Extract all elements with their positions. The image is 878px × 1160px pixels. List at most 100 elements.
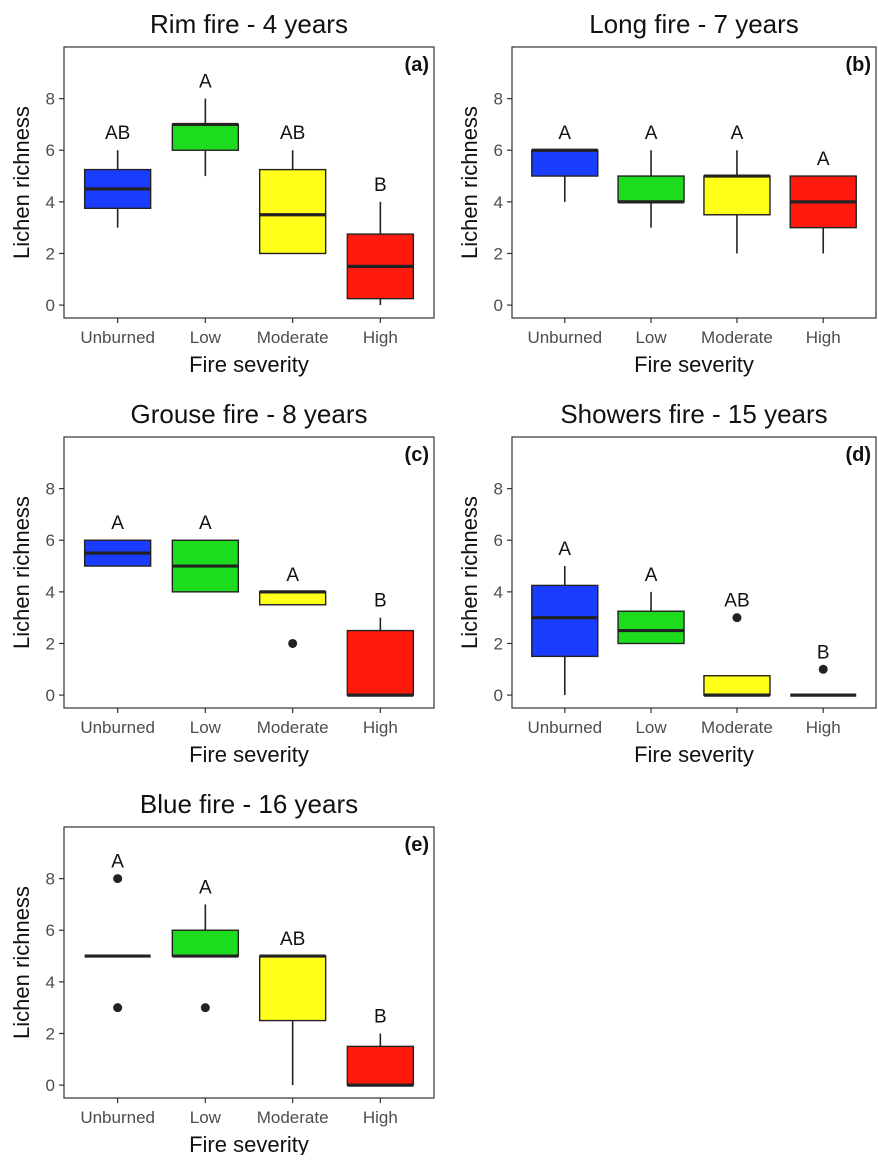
y-tick-label: 8	[46, 90, 55, 109]
box-body	[531, 584, 599, 658]
x-tick-label: High	[363, 718, 398, 737]
y-axis-label: Lichen richness	[457, 496, 482, 649]
chart-title: Long fire - 7 years	[589, 9, 799, 39]
y-tick-label: 0	[46, 686, 55, 705]
y-tick-label: 0	[46, 1076, 55, 1095]
box-body	[258, 168, 327, 255]
box-high: B	[790, 642, 857, 697]
x-axis-label: Fire severity	[634, 352, 754, 377]
x-tick-label: High	[363, 1108, 398, 1127]
chart-panel-1: Rim fire - 4 years (a) 0 2 4 6 8 Lichen richnes…	[9, 9, 435, 377]
panel-label: (a)	[405, 54, 429, 76]
outlier-point	[288, 638, 298, 648]
significance-letter: A	[199, 513, 212, 534]
significance-letter: AB	[280, 929, 305, 950]
outlier-point	[113, 1003, 123, 1013]
box-body	[171, 123, 240, 151]
y-tick-label: 4	[46, 193, 55, 212]
box-moderate: AB	[258, 929, 327, 1086]
significance-letter: A	[817, 149, 830, 170]
x-axis-label: Fire severity	[189, 742, 309, 767]
outlier-point	[113, 874, 123, 884]
x-tick-label: Moderate	[257, 718, 329, 737]
y-tick-label: 2	[46, 634, 55, 653]
x-tick-label: Low	[190, 1108, 222, 1127]
box-low: A	[171, 513, 240, 593]
box-moderate: AB	[703, 591, 771, 697]
x-tick-label: Moderate	[257, 328, 329, 347]
y-tick-label: 0	[494, 296, 503, 315]
x-tick-label: Low	[190, 718, 222, 737]
box-high: B	[346, 175, 415, 306]
significance-letter: B	[374, 591, 387, 612]
box-low: A	[171, 72, 240, 177]
panel-border	[511, 436, 877, 709]
y-tick-label: 4	[46, 973, 55, 992]
significance-letter: A	[645, 123, 658, 144]
x-tick-label: Moderate	[257, 1108, 329, 1127]
y-tick-label: 8	[46, 870, 55, 889]
y-axis-label: Lichen richness	[457, 106, 482, 259]
significance-letter: A	[731, 123, 744, 144]
x-tick-label: Low	[635, 718, 667, 737]
significance-letter: AB	[280, 123, 305, 144]
box-unburned: A	[531, 539, 599, 696]
y-tick-label: 8	[494, 90, 503, 109]
y-tick-label: 6	[46, 141, 55, 160]
significance-letter: B	[374, 175, 387, 196]
box-body	[346, 629, 415, 696]
chart-panel-4: Showers fire - 15 years (d) 0 2 4 6 8 Lichen ri…	[457, 399, 877, 767]
x-tick-label: Low	[190, 328, 222, 347]
y-axis-label: Lichen richness	[9, 886, 34, 1039]
x-tick-label: Moderate	[701, 718, 773, 737]
panel-label: (e)	[405, 834, 429, 856]
box-low: A	[617, 123, 685, 228]
box-body	[346, 1045, 415, 1086]
significance-letter: A	[645, 565, 658, 586]
x-tick-label: Moderate	[701, 328, 773, 347]
x-tick-label: Unburned	[527, 718, 602, 737]
y-axis-label: Lichen richness	[9, 496, 34, 649]
significance-letter: A	[558, 123, 571, 144]
y-tick-label: 8	[494, 480, 503, 499]
significance-letter: AB	[724, 591, 749, 612]
significance-letter: A	[558, 539, 571, 560]
box-unburned: A	[531, 123, 599, 202]
significance-letter: B	[374, 1006, 387, 1027]
x-tick-label: High	[806, 328, 841, 347]
box-unburned: AB	[83, 123, 152, 228]
outlier-point	[818, 664, 828, 674]
x-tick-label: Unburned	[80, 718, 155, 737]
significance-letter: A	[199, 877, 212, 898]
significance-letter: A	[199, 72, 212, 93]
panel-label: (c)	[405, 444, 429, 466]
box-high: B	[346, 1006, 415, 1087]
y-tick-label: 2	[494, 244, 503, 263]
box-body	[617, 610, 685, 645]
panel-label: (d)	[845, 444, 871, 466]
significance-letter: A	[111, 852, 124, 873]
box-body	[703, 175, 771, 216]
box-body	[617, 175, 685, 203]
y-tick-label: 2	[46, 1024, 55, 1043]
box-unburned: A	[83, 513, 152, 567]
panel-label: (b)	[845, 54, 871, 76]
x-tick-label: Unburned	[80, 328, 155, 347]
y-tick-label: 4	[494, 193, 503, 212]
chart-panel-3: Grouse fire - 8 years (c) 0 2 4 6 8 Lichen rich…	[9, 399, 435, 767]
x-axis-label: Fire severity	[189, 1132, 309, 1155]
chart-title: Grouse fire - 8 years	[131, 399, 368, 429]
x-tick-label: Unburned	[80, 1108, 155, 1127]
box-body	[531, 149, 599, 177]
box-moderate: A	[258, 565, 327, 648]
y-tick-label: 8	[46, 480, 55, 499]
x-axis-label: Fire severity	[189, 352, 309, 377]
chart-title: Blue fire - 16 years	[140, 789, 358, 819]
y-tick-label: 4	[46, 583, 55, 602]
outlier-point	[732, 613, 742, 623]
x-tick-label: Low	[635, 328, 667, 347]
box-body	[171, 929, 240, 957]
y-tick-label: 2	[46, 244, 55, 263]
y-tick-label: 6	[46, 531, 55, 550]
